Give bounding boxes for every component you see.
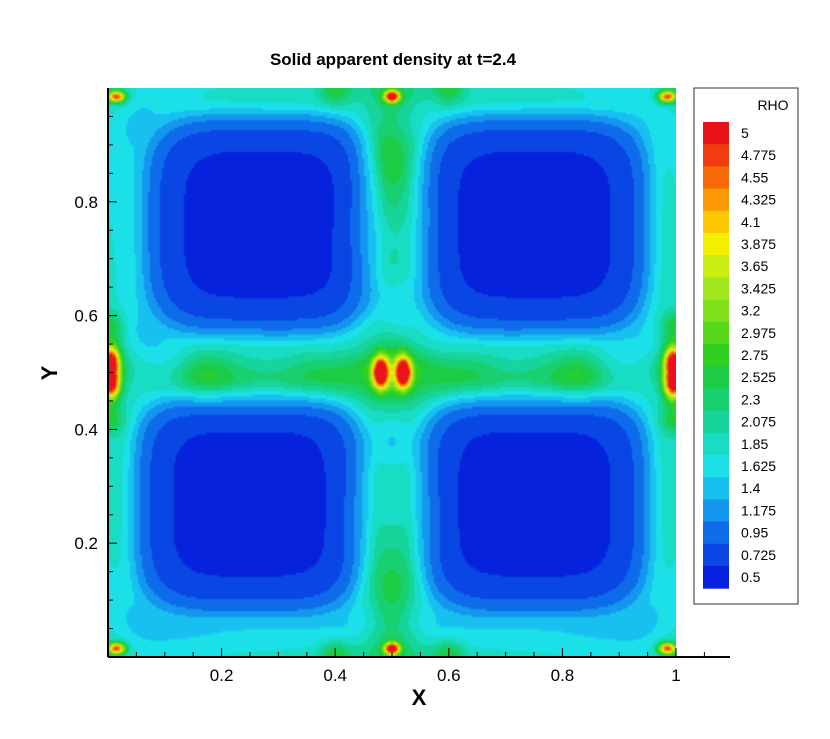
x-tick-label: 0.2 bbox=[210, 666, 234, 685]
legend-label: 3.2 bbox=[741, 303, 761, 319]
x-axis-title: X bbox=[412, 685, 427, 710]
legend-swatch bbox=[703, 321, 729, 345]
legend-label: 4.325 bbox=[741, 192, 776, 208]
legend-label: 3.65 bbox=[741, 258, 768, 274]
x-tick-label: 0.6 bbox=[437, 666, 461, 685]
legend-swatch bbox=[703, 455, 729, 478]
legend-label: 3.425 bbox=[741, 280, 776, 296]
y-tick-label: 0.4 bbox=[74, 420, 98, 439]
legend-swatch bbox=[703, 432, 729, 456]
legend-swatch bbox=[703, 566, 729, 589]
legend-swatch bbox=[703, 521, 729, 545]
x-tick-label: 0.4 bbox=[323, 666, 347, 685]
legend-swatch bbox=[703, 366, 729, 389]
legend-swatch bbox=[703, 344, 729, 367]
legend-swatch bbox=[703, 388, 729, 412]
legend-label: 1.4 bbox=[741, 480, 761, 496]
legend-label: 0.725 bbox=[741, 547, 776, 563]
legend-label: 5 bbox=[741, 125, 749, 141]
legend-label: 1.175 bbox=[741, 502, 776, 518]
legend-label: 4.775 bbox=[741, 147, 776, 163]
legend-label: 2.975 bbox=[741, 325, 776, 341]
legend-label: 1.625 bbox=[741, 458, 776, 474]
legend-label: 4.55 bbox=[741, 169, 768, 185]
legend-swatch bbox=[703, 277, 729, 301]
y-tick-label: 0.2 bbox=[74, 534, 98, 553]
legend-label: 2.525 bbox=[741, 369, 776, 385]
legend-swatch bbox=[703, 233, 729, 256]
legend-swatch bbox=[703, 144, 729, 167]
legend-swatch bbox=[703, 299, 729, 323]
legend-swatch bbox=[703, 410, 729, 434]
y-axis: 0.2 0.4 0.6 0.8 bbox=[74, 88, 117, 657]
legend-label: 2.75 bbox=[741, 347, 768, 363]
legend-swatch bbox=[703, 210, 729, 234]
legend-label: 1.85 bbox=[741, 436, 768, 452]
legend-swatch bbox=[703, 477, 729, 500]
density-field bbox=[108, 88, 676, 657]
legend-swatch bbox=[703, 188, 729, 212]
x-axis: 0.2 0.4 0.6 0.8 1 bbox=[108, 648, 730, 685]
legend: RHO 5 4.775 4.55 4.325 4.1 3.875 3.65 3.425 3.2 2… bbox=[693, 87, 799, 605]
legend-label: 4.1 bbox=[741, 214, 761, 230]
legend-title: RHO bbox=[757, 97, 788, 113]
legend-label: 3.875 bbox=[741, 236, 776, 252]
legend-swatch bbox=[703, 255, 729, 278]
legend-label: 2.075 bbox=[741, 414, 776, 430]
legend-label: 0.95 bbox=[741, 525, 768, 541]
y-tick-label: 0.6 bbox=[74, 307, 98, 326]
y-axis-title: Y bbox=[37, 365, 62, 380]
legend-label: 0.5 bbox=[741, 569, 761, 585]
chart-title: Solid apparent density at t=2.4 bbox=[270, 50, 517, 69]
y-tick-label: 0.8 bbox=[74, 193, 98, 212]
legend-label: 2.3 bbox=[741, 391, 761, 407]
x-tick-label: 0.8 bbox=[551, 666, 575, 685]
legend-items: 5 4.775 4.55 4.325 4.1 3.875 3.65 3.425 3.2 2.975… bbox=[703, 122, 776, 589]
legend-swatch bbox=[703, 499, 729, 523]
legend-swatch bbox=[703, 543, 729, 567]
x-tick-label: 1 bbox=[671, 666, 680, 685]
legend-swatch bbox=[703, 122, 729, 145]
legend-swatch bbox=[703, 166, 729, 190]
